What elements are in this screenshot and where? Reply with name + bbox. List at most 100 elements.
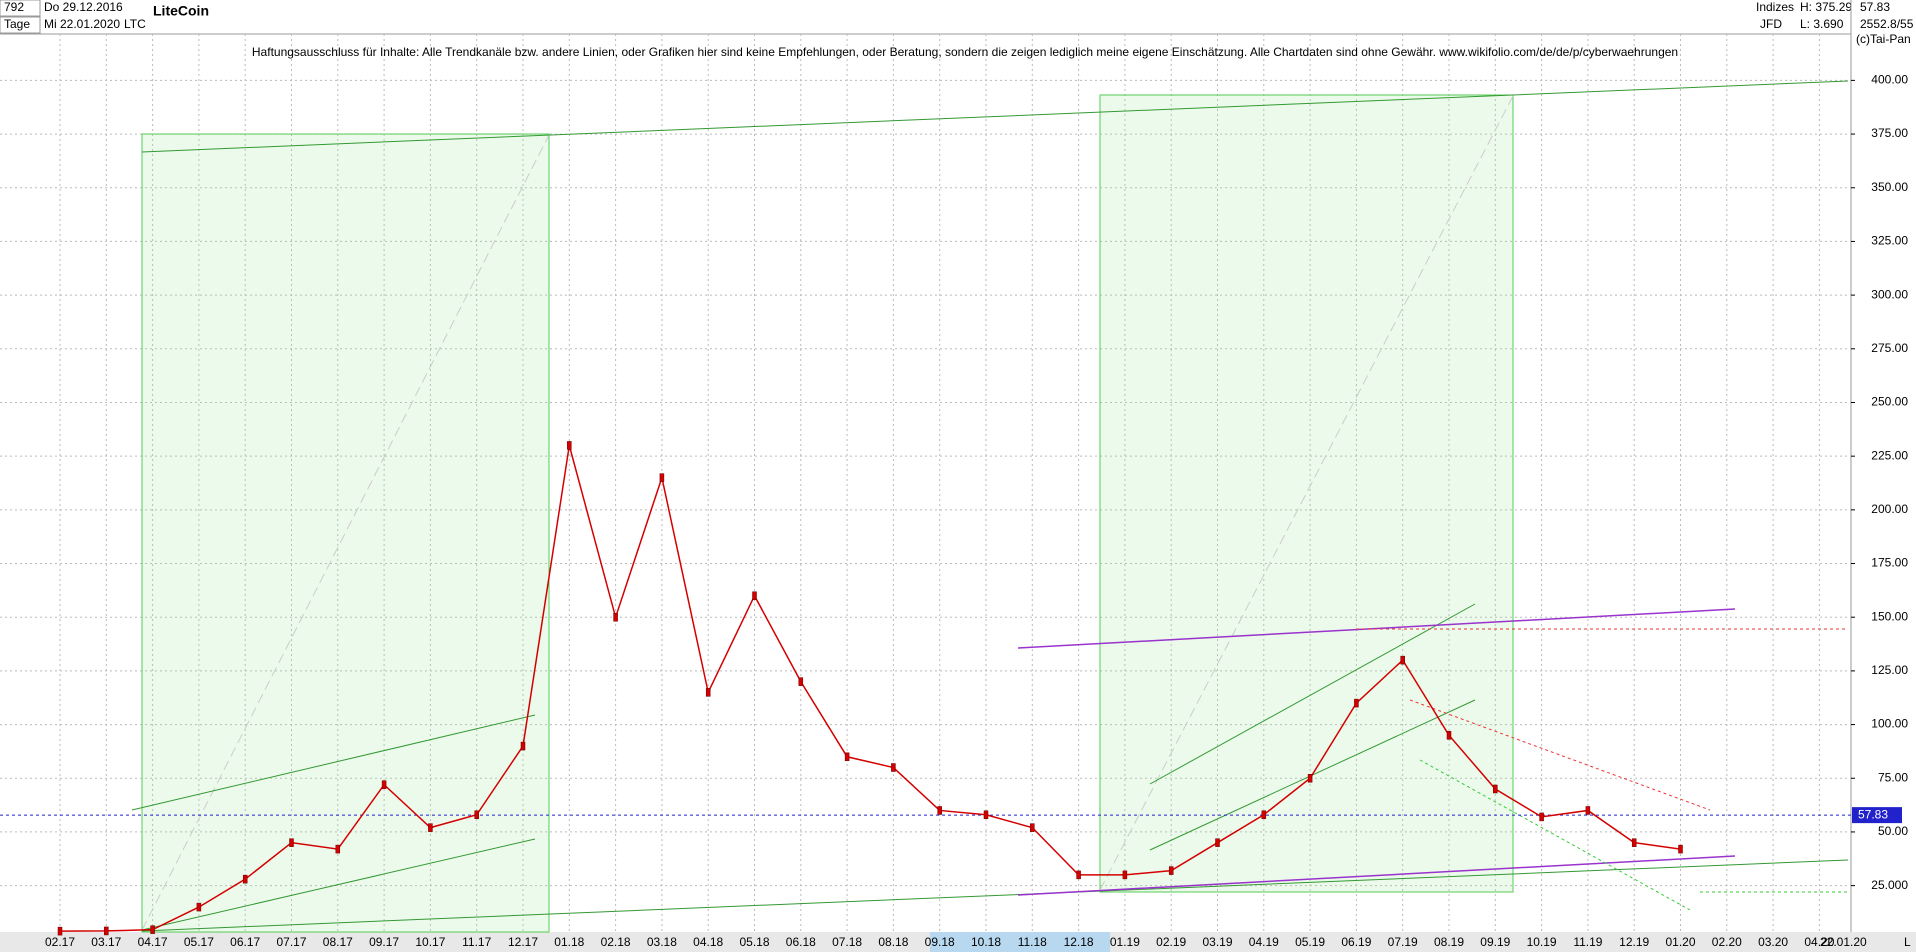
x-tick-label: 12.19 — [1619, 935, 1649, 949]
id: 792 — [4, 0, 24, 14]
candle — [196, 902, 202, 912]
candle — [381, 780, 387, 789]
green-box — [1099, 94, 1514, 893]
candle — [1631, 838, 1637, 847]
candle — [1400, 655, 1405, 665]
candle — [752, 591, 757, 600]
y-tick-label: 225.00 — [1871, 448, 1908, 462]
high: H: 375.29 — [1800, 0, 1852, 14]
x-tick-label: 04.20 — [1804, 935, 1834, 949]
candle — [1215, 838, 1220, 847]
candle — [150, 925, 155, 934]
candle — [1076, 870, 1081, 880]
candle — [1493, 784, 1498, 794]
candle — [567, 441, 572, 450]
id-box[interactable] — [0, 0, 41, 17]
instrument-name: LiteCoin — [153, 3, 209, 19]
candle — [289, 838, 294, 847]
candle — [1307, 774, 1313, 783]
last-date: 22.01.20 — [1820, 935, 1867, 949]
disclaimer: Haftungsausschluss für Inhalte: Alle Tre… — [252, 45, 1678, 59]
to-date: Mi 22.01.2020 — [44, 17, 120, 31]
trend-line — [141, 859, 1849, 932]
x-tick-label: 09.18 — [925, 935, 955, 949]
candle — [1261, 810, 1267, 820]
period: Tage — [4, 17, 30, 31]
y-tick-label: 250.00 — [1871, 395, 1908, 409]
candle — [983, 810, 989, 820]
y-tick-label: 175.00 — [1871, 556, 1908, 570]
x-tick-label: 04.17 — [138, 935, 168, 949]
x-tick-label: 04.18 — [693, 935, 723, 949]
x-tick-label: 06.18 — [786, 935, 816, 949]
x-tick-label: 09.19 — [1480, 935, 1510, 949]
trend-line — [141, 838, 536, 931]
x-tick-label: 01.19 — [1110, 935, 1140, 949]
candle — [1030, 823, 1035, 832]
source: JFD — [1760, 17, 1782, 31]
x-axis-highlight — [930, 932, 1110, 952]
x-tick-label: 11.17 — [462, 935, 491, 949]
trend-line — [131, 714, 536, 811]
candle — [1539, 812, 1544, 822]
x-tick-label: 06.19 — [1341, 935, 1371, 949]
header-bar — [0, 0, 1916, 34]
x-tick-label: 03.17 — [91, 935, 121, 949]
x-tick-label: 05.17 — [184, 935, 214, 949]
candle — [428, 823, 433, 832]
x-tick-label: 12.18 — [1064, 935, 1094, 949]
x-tick-label: 08.19 — [1434, 935, 1464, 949]
x-tick-label: 06.17 — [230, 935, 260, 949]
scale-mode: L — [1904, 935, 1911, 949]
diagonal — [141, 134, 550, 931]
candle — [335, 844, 341, 854]
x-tick-label: 03.20 — [1758, 935, 1788, 949]
y-tick-label: 125.00 — [1871, 663, 1908, 677]
purple-line — [1017, 855, 1736, 896]
x-tick-label: 03.19 — [1202, 935, 1232, 949]
candle — [891, 763, 896, 772]
copyright: (c)Tai-Pan — [1856, 32, 1911, 46]
candle — [937, 806, 942, 815]
x-tick-label: 08.17 — [323, 935, 353, 949]
x-tick-label: 08.18 — [878, 935, 908, 949]
candle — [242, 874, 248, 884]
x-tick-label: 01.18 — [554, 935, 584, 949]
trend-line — [141, 80, 1849, 153]
x-tick-label: 09.17 — [369, 935, 399, 949]
trend-line — [1149, 603, 1476, 785]
low: L: 3.690 — [1800, 17, 1844, 31]
y-tick-label: 300.00 — [1871, 287, 1908, 301]
x-tick-label: 02.18 — [601, 935, 631, 949]
symbol: LTC — [124, 17, 146, 31]
last-price-label: 57.83 — [1858, 807, 1888, 821]
x-tick-label: 12.17 — [508, 935, 538, 949]
price-line — [59, 445, 1681, 932]
candle — [1678, 844, 1683, 854]
last: 57.83 — [1860, 0, 1890, 14]
period-box[interactable] — [0, 16, 41, 34]
candle — [1354, 698, 1359, 708]
candle — [1168, 866, 1174, 875]
x-tick-label: 07.19 — [1388, 935, 1418, 949]
y-tick-label: 400.00 — [1871, 73, 1908, 87]
x-tick-label: 07.17 — [276, 935, 306, 949]
y-tick-label: 25.000 — [1871, 878, 1908, 892]
x-tick-label: 10.17 — [415, 935, 445, 949]
x-tick-label: 04.19 — [1249, 935, 1279, 949]
drawings — [131, 80, 1849, 933]
candle — [520, 741, 526, 751]
from-date: Do 29.12.2016 — [44, 0, 123, 14]
x-tick-label: 01.20 — [1665, 935, 1695, 949]
red-dashed — [1409, 699, 1711, 811]
x-tick-label: 10.18 — [971, 935, 1001, 949]
candle — [659, 473, 665, 482]
y-tick-label: 50.00 — [1878, 824, 1908, 838]
x-tick-label: 02.20 — [1712, 935, 1742, 949]
y-tick-label: 325.00 — [1871, 234, 1908, 248]
x-tick-label: 02.19 — [1156, 935, 1186, 949]
candle — [57, 926, 63, 936]
y-tick-label: 275.00 — [1871, 341, 1908, 355]
x-tick-label: 02.17 — [45, 935, 75, 949]
candle — [1122, 870, 1128, 880]
